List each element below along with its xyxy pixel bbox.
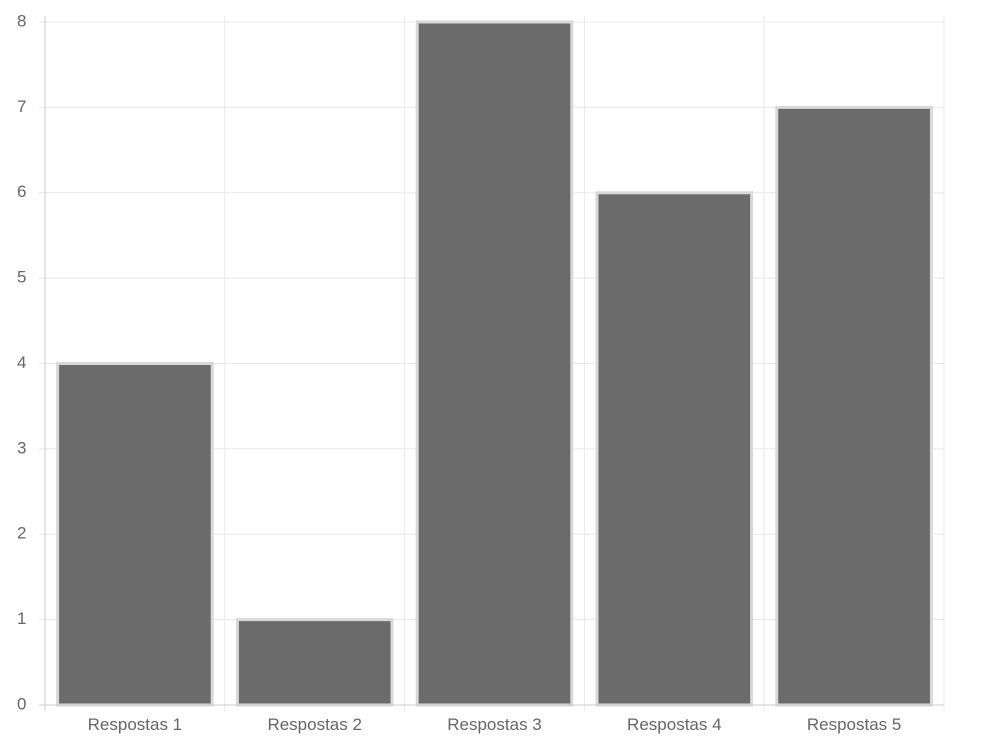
bar-5 <box>775 105 933 707</box>
x-tick-label-3: Respostas 3 <box>447 715 542 734</box>
y-tick-label-2: 2 <box>17 524 26 543</box>
x-tick-label-1: Respostas 1 <box>88 715 183 734</box>
y-tick-labels: 0 1 2 3 4 5 6 7 8 <box>17 11 26 713</box>
bar-3 <box>415 20 574 707</box>
y-tick-label-1: 1 <box>17 609 26 628</box>
bar-4 <box>595 191 754 707</box>
y-tick-label-5: 5 <box>17 268 26 287</box>
y-tick-label-4: 4 <box>17 353 26 372</box>
x-tick-label-2: Respostas 2 <box>267 715 362 734</box>
y-tick-label-7: 7 <box>17 97 26 116</box>
y-tick-label-8: 8 <box>17 11 26 30</box>
x-tick-labels: Respostas 1 Respostas 2 Respostas 3 Respost… <box>88 715 902 734</box>
y-tick-label-3: 3 <box>17 438 26 457</box>
y-tick-label-6: 6 <box>17 182 26 201</box>
bars <box>56 20 933 707</box>
x-tick-label-5: Respostas 5 <box>807 715 902 734</box>
bar-1 <box>56 362 214 707</box>
axes <box>44 16 944 706</box>
y-tick-label-0: 0 <box>17 694 26 713</box>
bar-2 <box>235 618 394 707</box>
x-tick-label-4: Respostas 4 <box>627 715 722 734</box>
